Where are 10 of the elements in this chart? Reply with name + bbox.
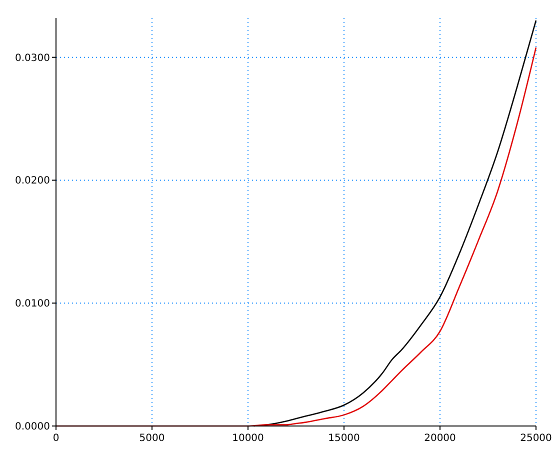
y-tick-label: 0.0100 xyxy=(15,298,50,310)
x-tick-label: 0 xyxy=(52,433,60,444)
y-tick-label: 0.0200 xyxy=(15,176,50,187)
x-tick-label: 25000 xyxy=(520,433,552,444)
x-tick-label: 20000 xyxy=(424,433,456,444)
y-tick-label: 0.0300 xyxy=(15,52,50,64)
x-tick-label: 10000 xyxy=(232,433,264,444)
x-tick-label: 5000 xyxy=(139,433,165,444)
x-tick-label: 15000 xyxy=(328,433,360,444)
y-tick-label: 0.0000 xyxy=(15,422,50,432)
